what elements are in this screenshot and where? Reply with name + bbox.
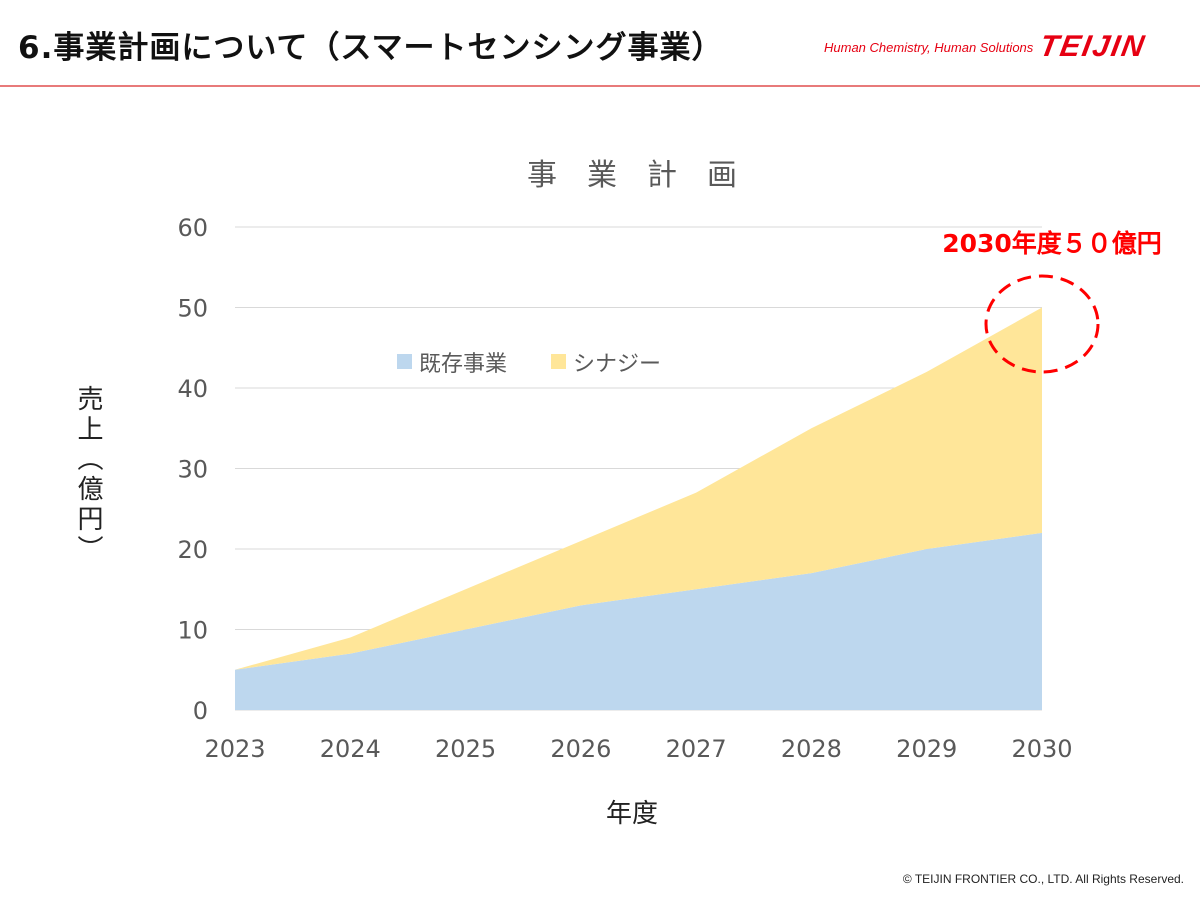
chart-title: 事 業 計 画 bbox=[527, 158, 737, 193]
legend-label: 既存事業 bbox=[419, 352, 507, 377]
y-axis-label: 売上（億円） bbox=[73, 385, 103, 565]
x-tick-label: 2024 bbox=[320, 735, 381, 763]
y-tick-label: 0 bbox=[193, 697, 208, 725]
y-tick-label: 60 bbox=[177, 214, 208, 242]
y-tick-label: 50 bbox=[177, 295, 208, 323]
y-tick-label: 40 bbox=[177, 375, 208, 403]
target-annotation: 2030年度５０億円 bbox=[942, 229, 1162, 258]
y-tick-label: 30 bbox=[177, 456, 208, 484]
header-divider bbox=[0, 85, 1200, 87]
legend-label: シナジー bbox=[573, 352, 661, 377]
area-series-existing bbox=[235, 532, 1042, 710]
x-tick-label: 2025 bbox=[435, 735, 496, 763]
x-tick-label: 2023 bbox=[204, 735, 265, 763]
page-title: 6.事業計画について（スマートセンシング事業） bbox=[18, 30, 724, 66]
highlight-circle bbox=[984, 274, 1100, 374]
copyright: © TEIJIN FRONTIER CO., LTD. All Rights R… bbox=[902, 872, 1184, 886]
x-tick-label: 2030 bbox=[1011, 735, 1072, 763]
x-tick-label: 2029 bbox=[896, 735, 957, 763]
y-tick-label: 10 bbox=[177, 617, 208, 645]
legend-swatch bbox=[397, 354, 412, 369]
area-series-synergy bbox=[235, 307, 1042, 670]
x-tick-label: 2028 bbox=[781, 735, 842, 763]
x-tick-label: 2027 bbox=[666, 735, 727, 763]
legend-swatch bbox=[551, 354, 566, 369]
y-tick-label: 20 bbox=[177, 536, 208, 564]
x-axis-label: 年度 bbox=[606, 799, 658, 829]
tagline: Human Chemistry, Human Solutions bbox=[824, 40, 1034, 55]
x-tick-label: 2026 bbox=[550, 735, 611, 763]
